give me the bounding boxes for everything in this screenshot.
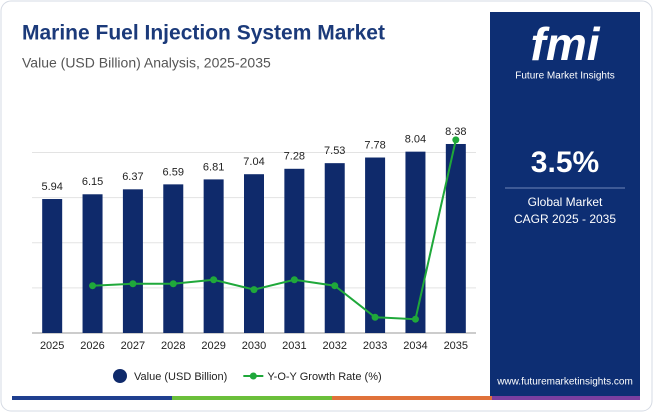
data-label: 6.15 [82, 176, 103, 188]
bar [405, 151, 426, 333]
growth-point [250, 286, 258, 294]
bar [324, 163, 345, 333]
growth-point [452, 136, 460, 144]
data-label: 7.53 [324, 145, 345, 157]
growth-point [169, 280, 177, 288]
x-tick-label: 2033 [363, 340, 387, 352]
x-tick-label: 2034 [403, 340, 427, 352]
legend-label: Value (USD Billion) [134, 371, 227, 383]
x-tick-label: 2035 [444, 340, 468, 352]
growth-point [371, 313, 379, 321]
legend-label: Y-O-Y Growth Rate (%) [267, 371, 381, 383]
data-label: 6.81 [203, 161, 224, 173]
strip [492, 396, 640, 400]
growth-point [210, 276, 218, 284]
data-label: 7.78 [364, 139, 385, 151]
x-tick-label: 2025 [40, 340, 64, 352]
cagr-value: 3.5% [531, 146, 599, 179]
bar [365, 157, 386, 333]
legend-swatch [113, 369, 127, 383]
brand-logo: fmi [531, 18, 601, 70]
bar [445, 143, 466, 333]
data-label: 6.37 [122, 171, 143, 183]
brand-name: Future Market Insights [515, 71, 614, 82]
data-label: 8.38 [445, 126, 466, 138]
bar [82, 194, 103, 333]
strip [172, 396, 332, 400]
bar [163, 184, 184, 333]
data-label: 8.04 [405, 134, 426, 146]
growth-point [290, 276, 298, 284]
bar [244, 174, 264, 333]
bar [284, 168, 305, 333]
strip [332, 396, 492, 400]
bar [203, 179, 224, 333]
x-tick-label: 2031 [282, 340, 306, 352]
growth-point [129, 280, 137, 288]
cagr-label: CAGR 2025 - 2035 [514, 212, 616, 226]
growth-point [89, 282, 97, 290]
bar [122, 189, 143, 333]
strip [12, 396, 172, 400]
cagr-label: Global Market [528, 195, 603, 209]
growth-line [92, 139, 457, 321]
x-tick-label: 2027 [121, 340, 145, 352]
chart-title: Marine Fuel Injection System Market [22, 22, 385, 45]
legend-swatch [249, 372, 257, 380]
side-panel [490, 12, 640, 398]
x-tick-label: 2032 [322, 340, 346, 352]
x-tick-label: 2028 [161, 340, 185, 352]
data-label: 7.28 [284, 151, 305, 163]
chart-subtitle: Value (USD Billion) Analysis, 2025-2035 [22, 55, 271, 71]
data-label: 5.94 [41, 181, 62, 193]
x-tick-label: 2029 [201, 340, 225, 352]
data-label: 7.04 [243, 156, 264, 168]
data-label: 6.59 [163, 166, 184, 178]
growth-point [331, 282, 339, 290]
bar [42, 199, 63, 333]
website: www.futuremarketinsights.com [496, 377, 633, 388]
x-tick-label: 2026 [80, 340, 104, 352]
growth-point [411, 315, 419, 323]
x-tick-label: 2030 [242, 340, 266, 352]
